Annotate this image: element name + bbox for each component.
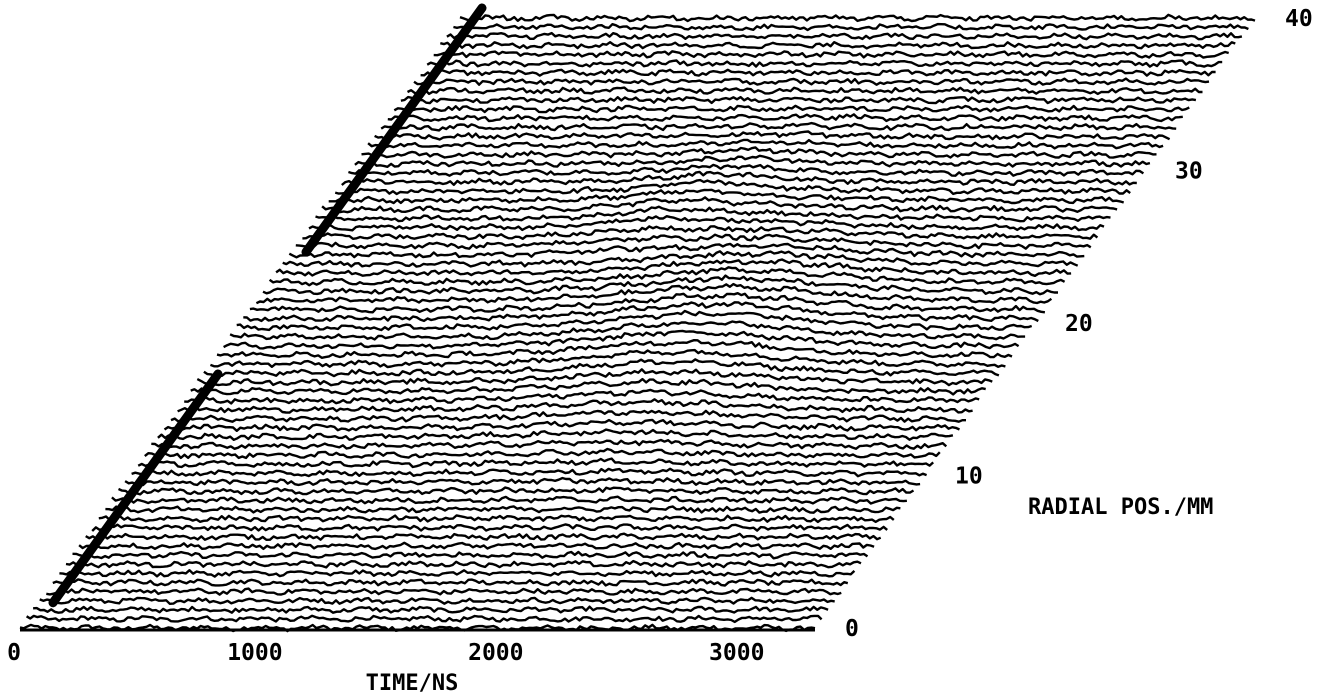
trace-line — [295, 233, 1092, 250]
trace-line — [85, 532, 882, 541]
trace-line — [131, 467, 928, 478]
trace-line — [229, 320, 1026, 341]
trace-line — [25, 614, 823, 624]
trace-line — [282, 250, 1079, 268]
trace-line — [91, 523, 888, 532]
trace-line — [249, 292, 1046, 314]
radial-tick-label: 10 — [955, 464, 983, 490]
trace-line — [255, 282, 1053, 305]
trace-line — [216, 339, 1013, 359]
trace-line — [190, 377, 986, 396]
marker-bar-upper-bar — [301, 3, 487, 257]
trace-line — [157, 428, 954, 441]
trace-line — [400, 95, 1197, 105]
trace-line — [426, 59, 1223, 68]
trace-line — [223, 329, 1020, 350]
trace-line — [105, 505, 901, 514]
trace-line — [196, 368, 993, 387]
trace-line — [354, 154, 1151, 168]
trace-line — [288, 242, 1085, 259]
trace-line — [275, 258, 1072, 277]
radial-tick-label: 30 — [1175, 159, 1203, 185]
trace-line — [361, 146, 1157, 159]
trace-line — [328, 188, 1125, 205]
trace-line — [433, 50, 1230, 59]
trace-line — [341, 170, 1137, 186]
trace-line — [151, 438, 948, 450]
trace-line — [302, 225, 1099, 241]
trace-line — [59, 569, 856, 578]
trace-line — [209, 348, 1006, 369]
time-axis-title: TIME/NS — [366, 671, 459, 696]
trace-line — [170, 409, 966, 423]
trace-line — [52, 578, 849, 587]
trace-line — [111, 495, 907, 505]
trace-line — [393, 104, 1190, 114]
trace-line — [459, 13, 1256, 23]
trace-line — [177, 398, 973, 414]
time-tick-label: 0 — [7, 640, 21, 666]
trace-line — [334, 178, 1131, 196]
trace-line — [72, 550, 869, 560]
trace-line — [315, 205, 1111, 223]
trace-line — [33, 605, 829, 614]
trace-line — [163, 418, 960, 432]
trace-line — [387, 113, 1183, 123]
trace-line — [380, 121, 1177, 132]
trace-line — [413, 77, 1210, 86]
trace-line — [308, 215, 1105, 232]
time-tick-label: 2000 — [468, 640, 523, 666]
marker-bar-lower-bar — [48, 369, 223, 608]
trace-group — [19, 13, 1256, 633]
trace-line — [184, 388, 980, 405]
trace-line — [446, 31, 1243, 41]
trace-line — [420, 68, 1216, 77]
trace-line — [243, 301, 1039, 323]
trace-line — [39, 596, 835, 605]
radial-tick-label: 20 — [1065, 311, 1093, 337]
trace-line — [440, 41, 1236, 50]
trace-line — [453, 22, 1249, 32]
trace-line — [203, 358, 1000, 378]
trace-line — [65, 559, 862, 569]
trace-line — [124, 476, 921, 487]
trace-line — [406, 86, 1203, 96]
radial-tick-label: 0 — [845, 616, 859, 642]
trace-line — [118, 486, 915, 496]
marker-group — [48, 3, 487, 608]
trace-line — [348, 163, 1145, 177]
trace-line — [374, 130, 1171, 141]
trace-line — [262, 274, 1058, 296]
trace-line — [321, 196, 1118, 214]
trace-line — [98, 514, 895, 524]
time-tick-label: 3000 — [709, 640, 764, 666]
time-tick-label: 1000 — [227, 640, 282, 666]
radial-tick-label: 40 — [1285, 6, 1313, 32]
trace-line — [144, 447, 941, 460]
radial-tick-labels: 0 10 20 30 40 — [845, 6, 1313, 642]
trace-line — [268, 266, 1066, 287]
trace-line — [137, 457, 934, 469]
trace-line — [19, 623, 816, 633]
radial-axis-title: RADIAL POS./MM — [1028, 495, 1213, 520]
trace-line — [46, 587, 842, 596]
trace-line — [367, 138, 1164, 150]
trace-line — [236, 309, 1033, 332]
time-tick-labels: 0 1000 2000 3000 — [7, 640, 764, 666]
trace-line — [78, 541, 875, 551]
